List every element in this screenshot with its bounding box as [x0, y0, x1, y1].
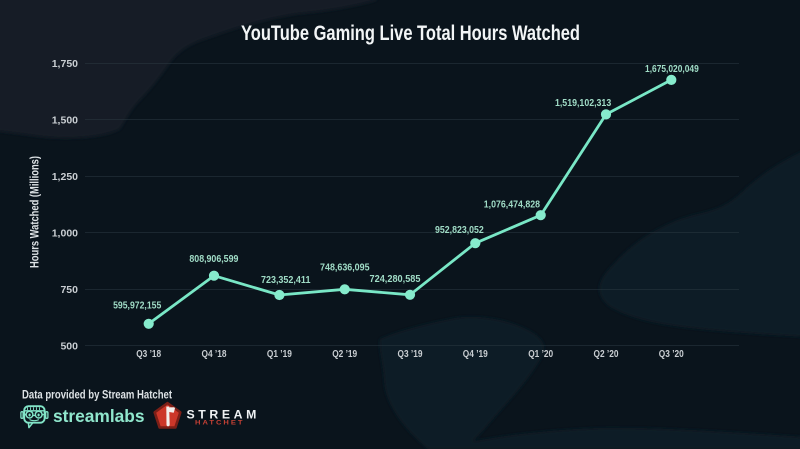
svg-text:Hours Watched (Millions): Hours Watched (Millions) [28, 156, 42, 268]
svg-text:Q1 ’20: Q1 ’20 [528, 348, 553, 360]
svg-text:STREAM: STREAM [187, 408, 261, 421]
svg-text:streamlabs: streamlabs [53, 406, 145, 426]
svg-text:Q1 ’19: Q1 ’19 [267, 348, 292, 360]
svg-text:952,823,052: 952,823,052 [435, 224, 484, 236]
svg-text:1,750: 1,750 [52, 58, 78, 70]
svg-text:750: 750 [60, 284, 78, 296]
svg-text:Q3 ’19: Q3 ’19 [398, 348, 423, 360]
svg-text:1,076,474,828: 1,076,474,828 [484, 198, 540, 210]
svg-text:Q4 ’19: Q4 ’19 [463, 348, 488, 360]
svg-text:Data provided by Stream Hatche: Data provided by Stream Hatchet [22, 388, 172, 402]
svg-text:HATCHET: HATCHET [195, 420, 245, 427]
svg-text:Q3 ’18: Q3 ’18 [136, 348, 161, 360]
svg-text:Q3 ’20: Q3 ’20 [659, 348, 684, 360]
svg-text:1,675,020,049: 1,675,020,049 [645, 63, 699, 75]
svg-text:748,636,095: 748,636,095 [320, 261, 370, 273]
svg-text:723,352,411: 723,352,411 [261, 274, 311, 286]
svg-text:Q2 ’20: Q2 ’20 [594, 348, 619, 360]
svg-text:1,000: 1,000 [52, 227, 78, 239]
svg-text:Q2 ’19: Q2 ’19 [332, 348, 357, 360]
svg-text:1,500: 1,500 [52, 114, 78, 126]
svg-text:595,972,155: 595,972,155 [113, 300, 161, 312]
svg-text:724,280,585: 724,280,585 [370, 273, 421, 285]
svg-text:Q4 ’18: Q4 ’18 [202, 348, 227, 360]
svg-text:1,519,102,313: 1,519,102,313 [555, 97, 611, 109]
svg-text:500: 500 [60, 340, 78, 352]
svg-text:YouTube Gaming Live Total Hour: YouTube Gaming Live Total Hours Watched [241, 22, 580, 45]
svg-text:808,906,599: 808,906,599 [189, 253, 238, 265]
svg-text:1,250: 1,250 [52, 171, 78, 183]
